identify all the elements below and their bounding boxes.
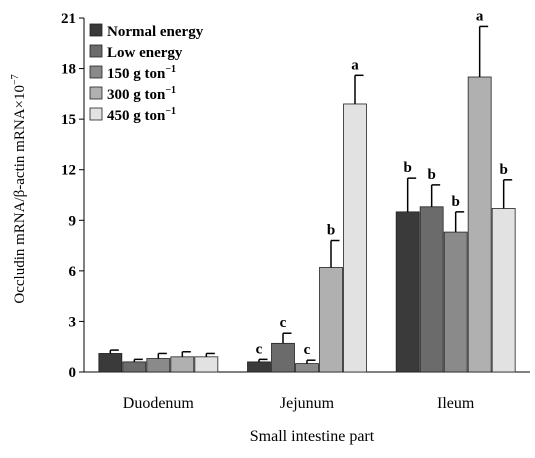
bar [98,353,123,373]
significance-label: b [403,160,411,176]
legend-label-sup: −1 [165,85,176,96]
bar [491,208,516,373]
legend-swatch [89,65,103,79]
y-tick-label: 9 [69,213,77,229]
y-axis-label-sup: −7 [10,74,21,85]
y-tick-label: 15 [61,112,76,128]
bar [343,103,367,373]
significance-label: c [304,342,311,358]
legend-label-sup: −1 [165,64,176,75]
axes: 0 3 6 9 12 15 18 21 Duodenum Jejunum Ileum [61,11,530,412]
x-tick-label: Jejunum [280,395,335,412]
y-tick-label: 6 [69,264,77,280]
bar [443,231,468,373]
bar [194,356,219,373]
x-tick-label: Ileum [437,395,475,412]
legend-label-main: 450 g ton [107,108,166,124]
x-axis-label: Small intestine part [250,428,375,445]
legend-swatch [89,23,103,37]
x-tick-label: Duodenum [123,395,195,412]
legend-swatch [89,44,103,58]
significance-label: a [476,8,484,24]
legend-label-sup: −1 [165,106,176,117]
bar [295,363,319,373]
legend-label: 450 g ton−1 [107,106,176,124]
significance-label: a [351,57,359,73]
y-axis-label: Occludin mRNA/β-actin mRNA×10−7 [10,74,28,303]
bar [146,358,171,373]
legend-label: Normal energy [107,24,204,40]
y-tick-label: 18 [61,62,76,78]
significance-label: b [499,162,507,178]
legend-label-main: Low energy [107,45,183,61]
significance-label: b [451,194,459,210]
legend-label: 300 g ton−1 [107,85,176,103]
bar [419,206,444,373]
legend-label-main: Normal energy [107,24,204,40]
legend-swatch [89,86,103,100]
bar [122,361,147,373]
significance-label: b [427,167,435,183]
bar [467,76,492,373]
y-axis-label-main: Occludin mRNA/β-actin mRNA×10 [12,85,28,304]
y-tick-label: 21 [61,11,76,27]
legend-label: Low energy [107,45,183,61]
y-tick-label: 0 [69,365,77,381]
bar [271,342,295,373]
significance-label: c [280,315,287,331]
legend-swatch [89,107,103,121]
bar [395,211,420,373]
bar [319,267,343,373]
significance-label: c [256,341,263,357]
significance-label: b [327,223,335,239]
y-tick-label: 3 [69,314,77,330]
legend-label: 150 g ton−1 [107,64,176,82]
bar [247,361,271,373]
legend-label-main: 300 g ton [107,87,166,103]
y-tick-label: 12 [61,163,76,179]
bar [170,356,195,373]
legend-label-main: 150 g ton [107,66,166,82]
